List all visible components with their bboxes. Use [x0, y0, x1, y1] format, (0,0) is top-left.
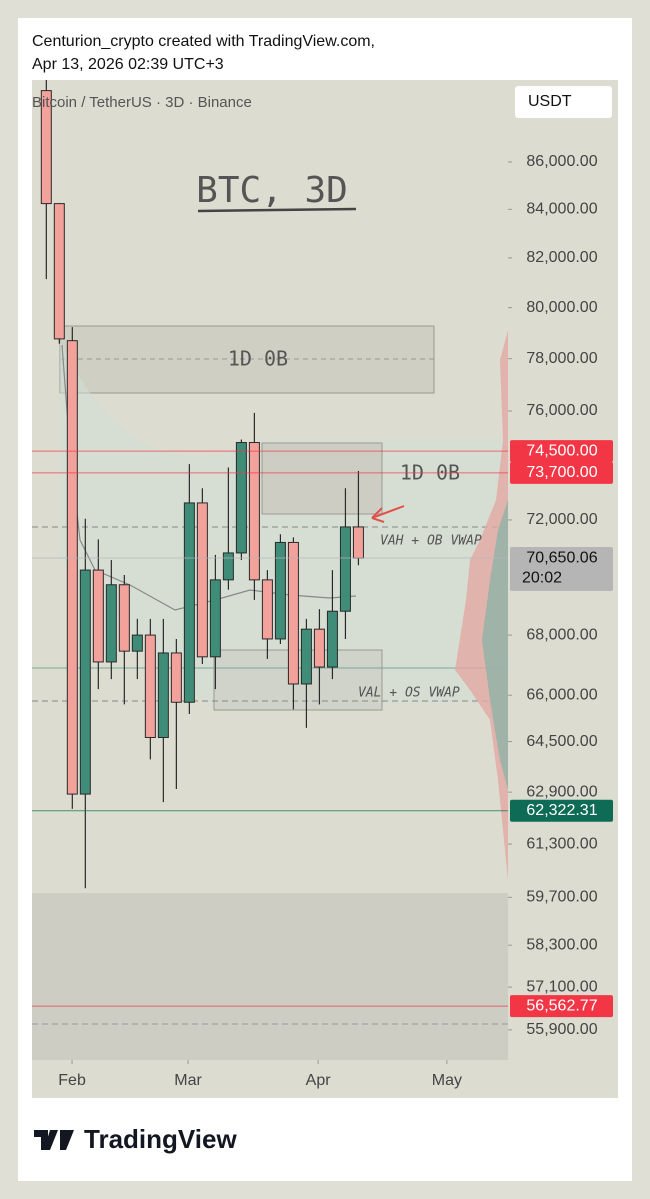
y-tick-label: 82,000.00 — [526, 249, 597, 266]
currency: USDT — [528, 93, 572, 110]
y-tick-label: 58,300.00 — [526, 936, 597, 953]
candle-body — [170, 652, 182, 703]
candle-body — [287, 541, 299, 685]
y-tick-label: 76,000.00 — [526, 402, 597, 419]
date-line: Apr 13, 2026 02:39 UTC+3 — [32, 56, 224, 73]
y-tick-label: 59,700.00 — [526, 889, 597, 906]
candle-body — [40, 90, 52, 205]
candle-body — [66, 340, 78, 795]
price-marker-label: 70,650.06 — [526, 549, 597, 566]
candle-body — [352, 526, 364, 559]
candle-body — [183, 502, 195, 703]
candle-body — [118, 584, 130, 652]
candle-body — [235, 442, 247, 554]
brand-logo — [34, 1130, 74, 1150]
candle-body — [248, 442, 260, 581]
y-tick-label: 62,900.00 — [526, 783, 597, 800]
price-marker — [510, 440, 613, 463]
candle-body — [105, 584, 117, 663]
candle-body — [274, 541, 286, 640]
x-tick-label: Mar — [174, 1072, 202, 1089]
title-underline — [197, 207, 357, 213]
y-tick-label: 57,100.00 — [526, 978, 597, 995]
candle-body — [261, 579, 273, 640]
volume-profile — [482, 500, 508, 790]
annotation: VAL + OS VWAP — [358, 686, 460, 701]
candle-body — [339, 526, 351, 612]
price-marker-label: 74,500.00 — [526, 442, 597, 459]
candle-body — [313, 628, 325, 668]
y-tick-label: 64,500.00 — [526, 733, 597, 750]
candle-body — [209, 579, 221, 658]
price-marker-label: 56,562.77 — [526, 997, 597, 1014]
candle-body — [144, 634, 156, 738]
currency-box — [515, 86, 612, 118]
candle-body — [222, 552, 234, 581]
candle-body — [131, 634, 143, 652]
candle-body — [53, 203, 65, 340]
y-tick-label: 86,000.00 — [526, 153, 597, 170]
y-tick-label: 72,000.00 — [526, 511, 597, 528]
candle-body — [79, 569, 91, 795]
candle-body — [196, 502, 208, 658]
price-marker-label: 73,700.00 — [526, 464, 597, 481]
price-marker — [510, 995, 613, 1018]
plot: 86,000.00 84,000.00 82,000.00 80,000.00 78,0… — [40, 80, 598, 1089]
candle-body — [92, 569, 104, 663]
zone-box — [261, 442, 383, 515]
candle-body — [157, 652, 169, 738]
y-tick-label: 55,900.00 — [526, 1021, 597, 1038]
zone-box — [32, 893, 508, 1060]
candle-body — [300, 628, 312, 685]
x-tick-label: May — [432, 1072, 462, 1089]
countdown: 20:02 — [522, 569, 562, 586]
x-tick-label: Apr — [306, 1072, 332, 1089]
x-tick-label: Feb — [58, 1072, 86, 1089]
y-tick-label: 68,000.00 — [526, 626, 597, 643]
y-tick-label: 80,000.00 — [526, 299, 597, 316]
brand: TradingView — [84, 1124, 237, 1154]
annotation: VAH + OB VWAP — [380, 534, 482, 549]
price-marker — [510, 461, 613, 484]
candle-body — [326, 610, 338, 668]
price-marker — [510, 547, 613, 592]
arrow — [371, 505, 405, 523]
price-marker-label: 62,322.31 — [526, 802, 597, 819]
y-tick-label: 84,000.00 — [526, 201, 597, 218]
y-tick-label: 61,300.00 — [526, 835, 597, 852]
symbol: Bitcoin / TetherUS · 3D · Binance — [32, 94, 252, 111]
chart-title: BTC, 3D — [196, 170, 348, 211]
vwap-band — [60, 340, 508, 710]
author-line: Centurion_crypto created with TradingVie… — [32, 33, 375, 50]
price-marker — [510, 799, 613, 822]
volume-profile — [455, 330, 508, 880]
y-tick-label: 66,000.00 — [526, 686, 597, 703]
y-tick-label: 78,000.00 — [526, 350, 597, 367]
annotation: 1D 0B — [228, 347, 288, 371]
